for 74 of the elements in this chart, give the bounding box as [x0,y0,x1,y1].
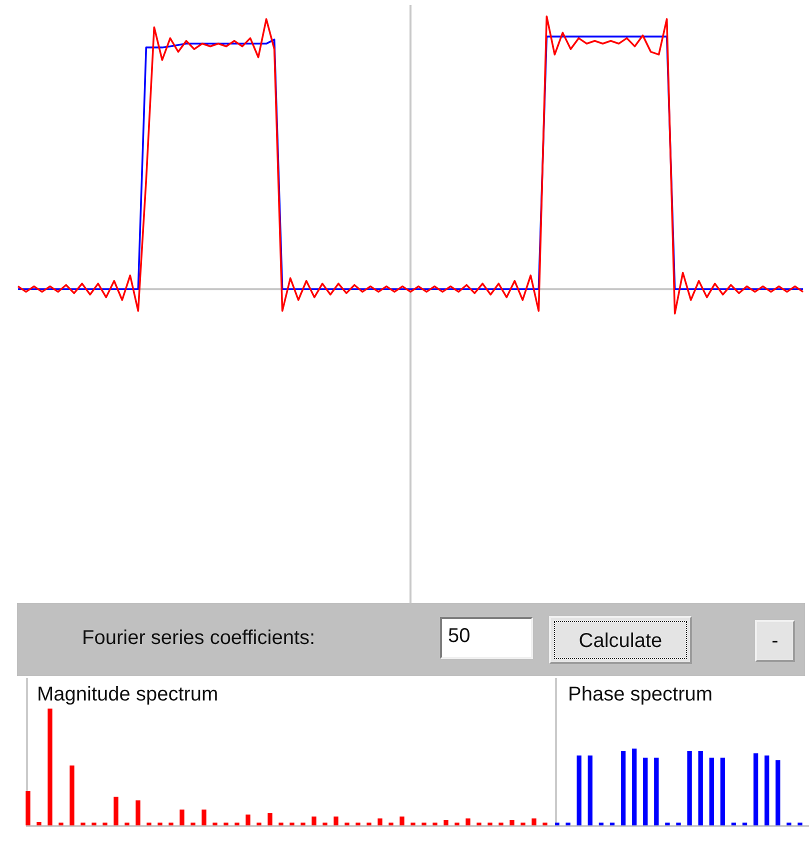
bar [400,816,404,826]
bar [312,816,316,826]
bar [632,748,637,826]
bar [224,822,228,826]
bar [610,822,615,826]
bar [598,822,604,826]
bar [764,756,770,826]
bar [798,822,802,826]
bar [334,816,338,826]
bar [454,822,460,826]
bar [102,822,108,826]
bar [731,822,736,826]
bar [366,822,372,826]
bar [268,813,272,826]
bar [510,820,514,826]
bar [92,822,96,826]
bar [620,750,626,826]
bar [136,800,140,826]
bar [356,822,360,826]
bar [532,818,536,826]
bar [709,758,714,826]
bar [555,822,560,826]
bar [246,814,250,826]
bar [80,822,86,826]
bar [476,822,482,826]
bar [410,822,416,826]
bar [168,822,174,826]
bar [488,822,492,826]
bar [212,822,218,826]
bar [776,760,780,826]
text: Fourier series coefficients: [82,627,316,649]
bar [190,822,196,826]
chart-title: Magnitude spectrum [37,684,218,706]
bar [444,820,448,826]
bar [542,822,548,826]
bar [26,791,30,826]
bar [180,810,184,826]
bar [422,822,426,826]
text-field: 50 [440,617,533,659]
bar [720,758,726,826]
bar [432,822,438,826]
bar [378,818,382,826]
bar [202,810,206,826]
bar [687,750,692,826]
bar [124,822,130,826]
bar [466,818,470,826]
bar [742,822,748,826]
bar [588,756,592,826]
bar [498,822,504,826]
bar [753,753,758,826]
bar [256,822,262,826]
bar [58,822,64,826]
bar [786,822,792,826]
bar [654,758,659,826]
bar [643,758,648,826]
chart-title: Phase spectrum [568,684,713,706]
small-button: - [755,620,795,662]
bar [278,822,284,826]
bar [234,822,240,826]
bar [114,796,118,826]
bar [344,822,350,826]
bar [300,822,306,826]
bar [576,756,582,826]
bar [566,822,570,826]
bar [146,822,152,826]
bar [665,822,670,826]
bar [388,822,394,826]
bar [158,822,162,826]
bar [322,822,328,826]
bar [520,822,526,826]
bar [698,750,703,826]
bar [676,822,681,826]
bar [290,822,294,826]
button: Calculate [549,616,692,664]
